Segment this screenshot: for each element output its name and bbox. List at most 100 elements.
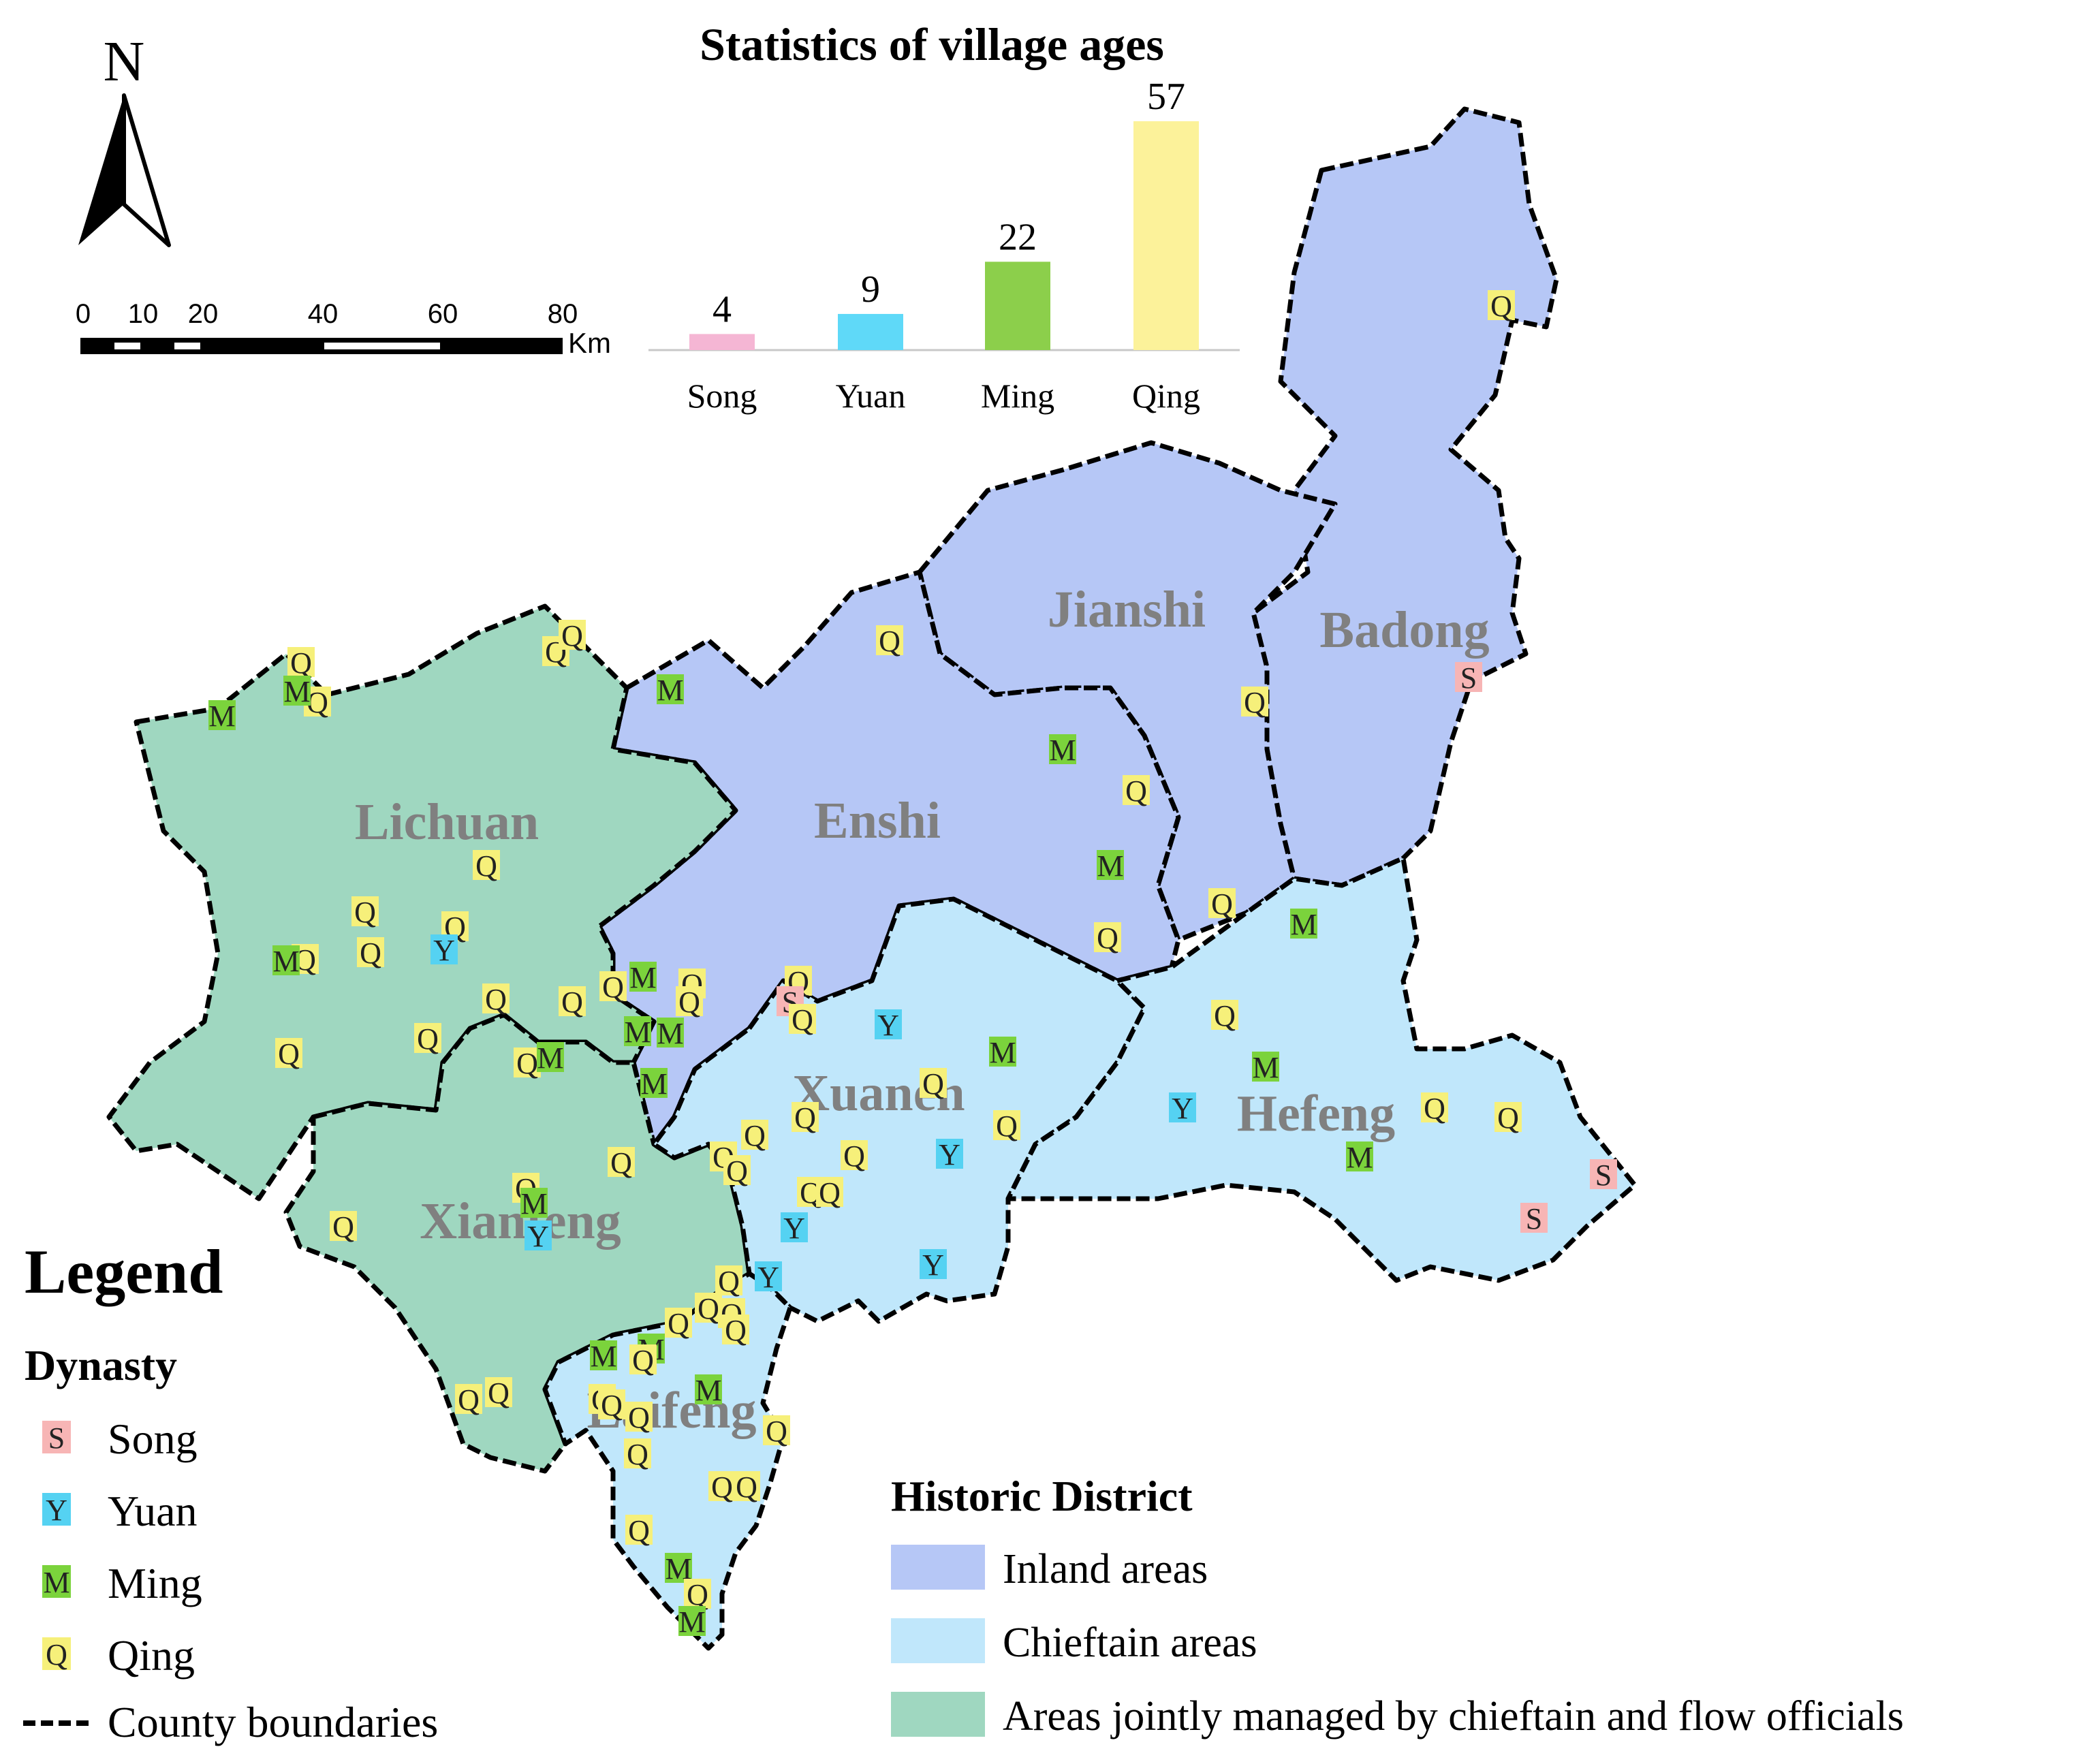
legend-district-swatch	[891, 1618, 985, 1663]
svg-text:M: M	[695, 1374, 721, 1407]
village-marker-qing: Q	[1421, 1092, 1448, 1125]
village-marker-qing: Q	[473, 849, 500, 883]
svg-text:Q: Q	[678, 986, 700, 1019]
village-marker-qing: Q	[414, 1022, 441, 1056]
svg-text:Q: Q	[632, 1344, 654, 1377]
village-marker-song: S	[1590, 1159, 1617, 1192]
svg-text:M: M	[520, 1187, 547, 1220]
svg-text:Q: Q	[794, 1101, 816, 1135]
village-marker-yuan: Y	[755, 1261, 782, 1294]
village-marker-qing: Q	[920, 1067, 947, 1101]
svg-text:Q: Q	[1424, 1092, 1445, 1125]
svg-text:Y: Y	[877, 1009, 899, 1042]
village-marker-ming: M	[537, 1041, 564, 1075]
svg-text:Q: Q	[417, 1022, 439, 1056]
svg-text:Q: Q	[687, 1578, 708, 1611]
legend-label: Qing	[108, 1631, 195, 1680]
svg-text:Q: Q	[458, 1383, 480, 1417]
svg-text:Q: Q	[1125, 774, 1147, 808]
legend-swatch	[42, 1637, 71, 1670]
svg-text:Y: Y	[433, 934, 455, 967]
village-marker-qing: Q	[1494, 1101, 1522, 1135]
svg-text:M: M	[1290, 908, 1317, 941]
chart-title: Statistics of village ages	[700, 18, 1164, 70]
village-marker-ming: M	[657, 674, 684, 707]
svg-text:Q: Q	[1097, 922, 1118, 955]
dynasty-legend-items: S Song Y Yuan M Ming Q Qing	[42, 1415, 202, 1680]
svg-text:Y: Y	[757, 1261, 779, 1294]
village-marker-ming: M	[1097, 849, 1124, 883]
bar-song	[689, 334, 755, 350]
svg-text:Q: Q	[360, 936, 381, 970]
svg-text:M: M	[657, 1017, 683, 1050]
village-marker-ming: M	[208, 699, 236, 733]
village-marker-yuan: Y	[875, 1009, 902, 1042]
chart-bars: 4 Song 9 Yuan 22 Ming 57 Qing	[687, 76, 1200, 415]
legend-dynasty-ming: M Ming	[42, 1559, 202, 1607]
historic-district-legend-items: Inland areas Chieftain areas Areas jointly…	[891, 1545, 1904, 1739]
region-hefeng	[1005, 855, 1638, 1283]
region-xianfeng	[283, 1012, 752, 1474]
county-label-lichuan: Lichuan	[355, 793, 539, 851]
village-marker-qing: Q	[722, 1314, 749, 1347]
village-marker-qing: Q	[629, 1344, 657, 1377]
north-arrow: N	[78, 30, 171, 247]
village-marker-qing: Q	[993, 1109, 1020, 1143]
svg-text:Q: Q	[736, 1470, 757, 1504]
village-marker-qing: Q	[723, 1154, 751, 1188]
legend-symbol: Q	[46, 1638, 67, 1671]
legend-label: Yuan	[108, 1487, 198, 1535]
svg-text:M: M	[1097, 849, 1123, 883]
svg-text:Q: Q	[354, 896, 376, 929]
bar-value-ming: 22	[999, 216, 1037, 258]
svg-text:Q: Q	[711, 1470, 733, 1504]
village-marker-qing: Q	[485, 1376, 512, 1410]
svg-text:Y: Y	[783, 1212, 805, 1245]
legend-district-swatch	[891, 1692, 985, 1737]
village-marker-qing: Q	[665, 1307, 692, 1340]
svg-text:Q: Q	[561, 986, 583, 1019]
village-marker-qing: Q	[598, 1389, 625, 1422]
legend-district-1: Chieftain areas	[891, 1618, 1257, 1666]
bar-ming	[985, 262, 1050, 350]
svg-text:Q: Q	[879, 625, 901, 658]
svg-text:M: M	[208, 699, 235, 733]
category-label-qing: Qing	[1132, 377, 1200, 415]
village-marker-ming: M	[640, 1067, 668, 1101]
legend-symbol: M	[43, 1566, 69, 1599]
village-marker-qing: Q	[733, 1470, 760, 1504]
bar-yuan	[838, 313, 903, 350]
legend-dynasty-song: S Song	[42, 1415, 198, 1463]
category-label-song: Song	[687, 377, 757, 415]
county-label-badong: Badong	[1319, 601, 1489, 659]
village-marker-yuan: Y	[781, 1212, 808, 1245]
bar-value-yuan: 9	[861, 268, 880, 311]
svg-text:Q: Q	[601, 1389, 623, 1422]
legend-district-label: Inland areas	[1003, 1546, 1208, 1592]
village-marker-qing: Q	[841, 1139, 868, 1173]
scale-bar-segment	[174, 343, 200, 349]
svg-text:Y: Y	[527, 1220, 549, 1253]
svg-text:Q: Q	[1490, 289, 1512, 323]
bar-value-song: 4	[713, 288, 732, 330]
scale-tick-20: 20	[188, 299, 219, 329]
svg-text:Q: Q	[1211, 887, 1233, 921]
scale-bar-frame	[80, 338, 563, 354]
village-marker-qing: Q	[1208, 887, 1236, 921]
village-marker-qing: Q	[676, 986, 703, 1019]
legend-district-2: Areas jointly managed by chieftain and f…	[891, 1692, 1904, 1739]
svg-text:Q: Q	[278, 1037, 300, 1071]
svg-text:Q: Q	[698, 1292, 719, 1325]
village-marker-ming: M	[272, 945, 300, 978]
svg-text:M: M	[989, 1036, 1016, 1069]
svg-text:M: M	[624, 1015, 651, 1049]
village-marker-ming: M	[1290, 908, 1317, 941]
village-marker-yuan: Y	[430, 934, 458, 967]
svg-text:Q: Q	[725, 1314, 747, 1347]
village-marker-qing: Q	[1488, 289, 1515, 323]
svg-text:Q: Q	[726, 1154, 748, 1188]
village-marker-ming: M	[989, 1036, 1016, 1069]
legend-district-swatch	[891, 1545, 985, 1590]
